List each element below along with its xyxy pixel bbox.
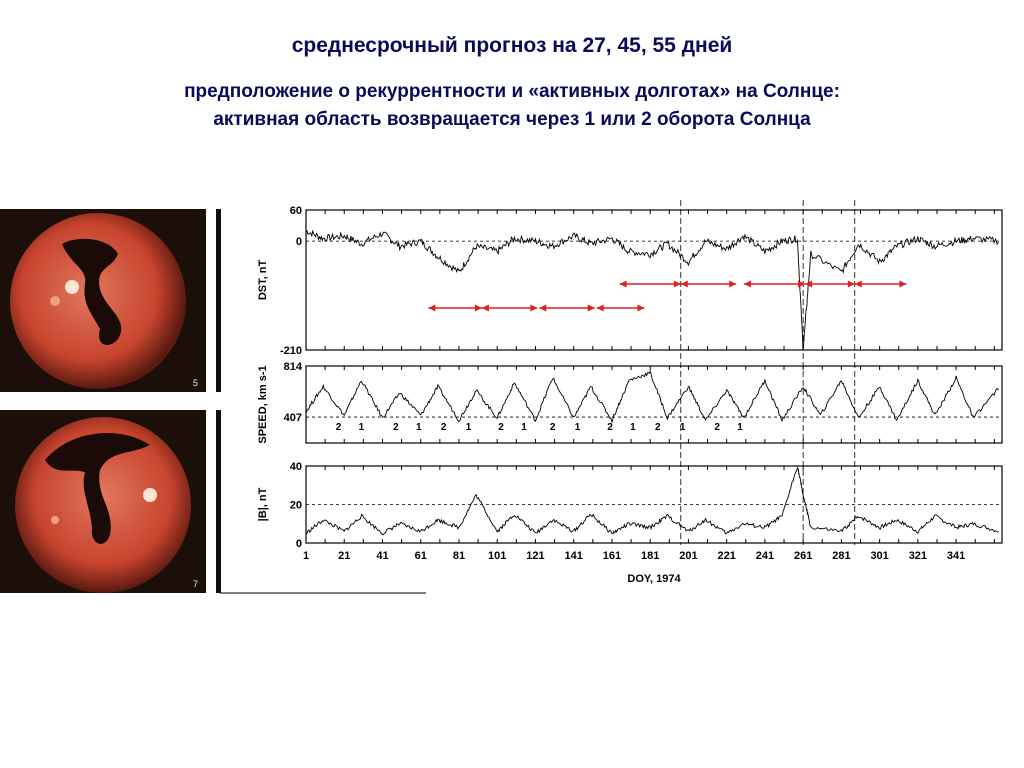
sector-mark: 2 (393, 422, 399, 433)
arrow-head-right (530, 304, 538, 312)
series-line (305, 466, 999, 536)
y-tick-label: 40 (290, 461, 302, 473)
y-tick-label: 20 (290, 500, 302, 512)
panel-frame (305, 209, 1003, 351)
sector-mark: 2 (498, 422, 504, 433)
x-tick-label: 101 (488, 550, 506, 562)
subtitle-line-2: активная область возвращается через 1 ил… (213, 109, 811, 130)
x-tick-label: 221 (717, 550, 735, 562)
x-tick-label: 21 (338, 550, 350, 562)
x-tick-label: 321 (909, 550, 927, 562)
arrow-head-left (680, 280, 688, 288)
image-divider (216, 410, 221, 593)
arrow-head-left (805, 280, 813, 288)
x-tick-label: 161 (603, 550, 621, 562)
image-label: 7 (192, 579, 198, 589)
x-tick-label: 121 (526, 550, 544, 562)
y-tick-label: 0 (296, 538, 302, 550)
slide-title: среднесрочный прогноз на 27, 45, 55 дней (291, 34, 733, 57)
x-tick-label: 41 (376, 550, 388, 562)
sun-image-bottom: 7 (0, 410, 206, 593)
sector-mark: 2 (336, 422, 342, 433)
sector-mark: 1 (737, 422, 743, 433)
sector-mark: 2 (550, 422, 556, 433)
x-tick-label: 141 (565, 550, 583, 562)
series-line (305, 369, 999, 424)
arrow-head-right (474, 304, 482, 312)
sector-mark: 1 (416, 422, 422, 433)
arrow-head-right (673, 280, 681, 288)
x-tick-label: 61 (415, 550, 427, 562)
sector-mark: 1 (521, 422, 527, 433)
sector-mark: 2 (714, 422, 720, 433)
x-tick-label: 261 (794, 550, 812, 562)
arrow-head-left (619, 280, 627, 288)
arrow-head-right (847, 280, 855, 288)
y-tick-label: -210 (280, 345, 302, 357)
y-tick-label: 407 (284, 412, 302, 424)
image-label: 5 (192, 378, 198, 388)
sun-image-top-graphic (10, 213, 186, 389)
arrow-head-right (637, 304, 645, 312)
arrow-head-left (596, 304, 604, 312)
sector-mark: 2 (607, 422, 613, 433)
x-tick-label: 241 (756, 550, 774, 562)
x-tick-label: 281 (832, 550, 850, 562)
x-tick-label: 201 (679, 550, 697, 562)
sector-mark: 2 (655, 422, 661, 433)
sector-mark: 2 (441, 422, 447, 433)
x-tick-label: 1 (303, 550, 309, 562)
arrow-head-left (854, 280, 862, 288)
y-axis-label: |B|, nT (257, 487, 269, 521)
arrow-head-left (539, 304, 547, 312)
arrow-head-left (428, 304, 436, 312)
y-tick-label: 0 (296, 236, 302, 248)
sector-mark: 1 (466, 422, 472, 433)
arrow-head-left (481, 304, 489, 312)
sector-mark: 1 (575, 422, 581, 433)
image-divider (216, 209, 221, 392)
sector-mark: 1 (359, 422, 365, 433)
x-axis-label: DOY, 1974 (627, 573, 681, 585)
y-tick-label: 814 (284, 361, 303, 373)
sector-mark: 1 (630, 422, 636, 433)
arrow-head-right (729, 280, 737, 288)
sun-image-bottom-graphic (15, 417, 191, 593)
arrow-head-right (798, 280, 806, 288)
y-axis-label: SPEED, km s-1 (257, 365, 269, 443)
x-tick-label: 81 (453, 550, 465, 562)
slide-subtitle: предположение о рекуррентности и «активн… (0, 78, 1024, 134)
panel-frame (305, 365, 1003, 444)
x-tick-label: 181 (641, 550, 659, 562)
arrow-head-left (743, 280, 751, 288)
arrow-head-right (587, 304, 595, 312)
arrow-head-right (899, 280, 907, 288)
sun-image-top: 5 (0, 209, 206, 392)
x-tick-label: 301 (870, 550, 888, 562)
sector-mark: 1 (680, 422, 686, 433)
y-tick-label: 60 (290, 205, 302, 217)
y-axis-label: DST, nT (257, 260, 269, 301)
series-line (305, 229, 999, 351)
subtitle-line-1: предположение о рекуррентности и «активн… (184, 81, 840, 102)
x-tick-label: 341 (947, 550, 965, 562)
